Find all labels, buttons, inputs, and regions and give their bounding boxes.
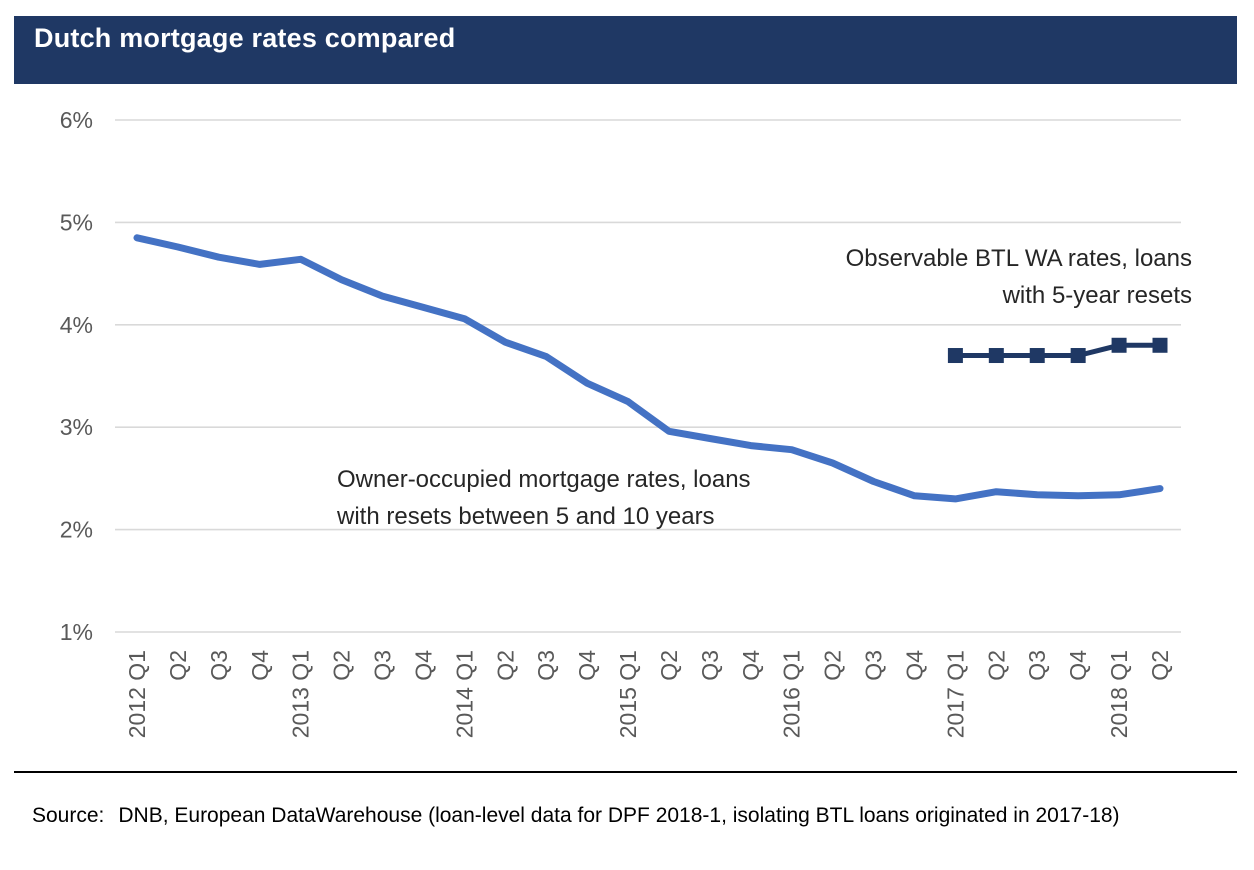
btl-series-line [955,342,1160,358]
x-axis-tick-label: Q3 [697,650,723,681]
btl-series-marker [1070,348,1086,364]
x-axis-tick-label: Q2 [983,650,1009,681]
x-axis-tick-label: Q4 [247,650,273,681]
x-axis-tick-label: 2015 Q1 [615,650,641,738]
x-axis-tick-label: Q3 [1024,650,1050,681]
series-annotation-btl: Observable BTL WA rates, loans [846,245,1192,272]
x-axis-tick-label: Q3 [370,650,396,681]
x-axis-tick-label: 2012 Q1 [124,650,150,738]
x-axis-tick-label: Q3 [533,650,559,681]
x-axis-tick-label: Q4 [410,650,436,681]
page-title: Dutch mortgage rates compared [34,23,456,53]
x-axis-tick-label: 2018 Q1 [1106,650,1132,738]
x-axis-tick-label: Q3 [861,650,887,681]
source-note: Source: DNB, European DataWarehouse (loan… [32,804,1232,828]
footer-divider [14,771,1237,773]
title-bar: Dutch mortgage rates compared [14,16,1237,84]
series-annotation-btl: with 5-year resets [1002,282,1192,309]
x-axis-tick-label: Q4 [1065,650,1091,681]
btl-series-marker [947,348,963,364]
x-axis-tick-label: Q2 [329,650,355,681]
owner-occupied-series-line [133,234,1164,503]
x-axis-tick-label: Q2 [165,650,191,681]
btl-series-marker [1152,337,1168,353]
x-axis-tick-label: Q2 [492,650,518,681]
btl-series-marker [1029,348,1045,364]
x-axis-tick-label: Q4 [901,650,927,681]
series-annotation-owner: with resets between 5 and 10 years [336,503,715,530]
btl-series-marker [988,348,1004,364]
x-axis-tick-label: Q4 [574,650,600,681]
x-axis-tick-label: Q3 [206,650,232,681]
x-axis-tick-label: Q2 [820,650,846,681]
x-axis-tick-label: Q4 [738,650,764,681]
source-label: Source: [32,804,105,827]
y-axis-tick-label: 1% [60,619,93,645]
x-axis-tick-label: 2017 Q1 [942,650,968,738]
y-axis-tick-label: 3% [60,414,93,440]
btl-series-marker [1111,337,1127,353]
source-text: DNB, European DataWarehouse (loan-level … [118,804,1120,827]
x-axis-tick-label: 2014 Q1 [451,650,477,738]
x-axis-tick-label: 2013 Q1 [288,650,314,738]
x-axis-tick-label: Q2 [1147,650,1173,681]
y-axis-tick-label: 4% [60,312,93,338]
y-axis-tick-label: 6% [60,107,93,133]
y-axis-tick-label: 2% [60,517,93,543]
series-annotation-owner: Owner-occupied mortgage rates, loans [337,466,751,493]
y-axis-tick-label: 5% [60,209,93,235]
x-axis-tick-label: Q2 [656,650,682,681]
x-axis-tick-label: 2016 Q1 [779,650,805,738]
